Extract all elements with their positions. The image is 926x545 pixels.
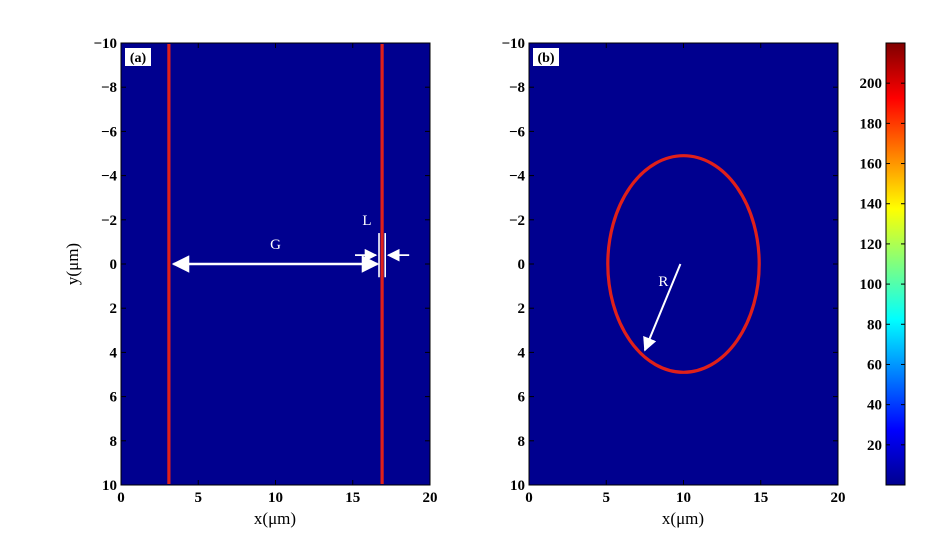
colorbar-tick-label: 120 (860, 237, 883, 253)
panel-a-x-label: x(μm) (254, 509, 296, 528)
y-tick-label: 6 (518, 390, 526, 406)
y-tick-label: −4 (509, 169, 526, 185)
width-label: L (362, 213, 371, 229)
panel-b-features (606, 154, 761, 374)
x-tick-label: 15 (753, 490, 768, 506)
colorbar-tick-label: 180 (860, 116, 883, 132)
radius-arrow (643, 263, 682, 352)
panel-b-tag-box (533, 48, 559, 66)
panel-a-tag-box (125, 48, 151, 66)
panel-b-x-label: x(μm) (662, 509, 704, 528)
y-tick-label: −8 (509, 80, 525, 96)
colorbar-tick-label: 80 (867, 317, 882, 333)
panel-b-annotations: R (643, 263, 682, 352)
y-tick-label: 2 (110, 301, 118, 317)
gap-label: G (270, 237, 281, 253)
panel-a-features (167, 44, 384, 484)
x-tick-label: 5 (195, 490, 203, 506)
y-tick-label: −2 (101, 213, 117, 229)
x-tick-label: 10 (676, 490, 691, 506)
x-tick-label: 0 (117, 490, 125, 506)
x-tick-label: 15 (345, 490, 360, 506)
y-tick-label: 10 (102, 478, 117, 494)
panel-b-x-ticks: 0 5 10 15 20 (525, 43, 846, 506)
panel-a-x-ticks: 0 5 10 15 20 (117, 43, 438, 506)
panel-b-y-ticks: −10 −8 −6 −4 −2 0 2 4 6 8 10 (501, 36, 838, 494)
colorbar-tick-label: 20 (867, 438, 882, 454)
panel-a-annotations: GL (171, 213, 410, 278)
y-tick-label: 4 (518, 345, 526, 361)
colorbar-tick-label: 160 (860, 157, 883, 173)
panel-b-plot-area (528, 42, 839, 486)
y-tick-label: 0 (110, 257, 118, 273)
y-tick-label: 10 (510, 478, 525, 494)
y-tick-label: −10 (93, 36, 117, 52)
x-tick-label: 0 (525, 490, 533, 506)
panel-a-y-label: y(μm) (63, 243, 82, 285)
x-tick-label: 5 (603, 490, 611, 506)
y-tick-label: 4 (110, 345, 118, 361)
colorbar-tick-label: 140 (860, 197, 883, 213)
y-tick-label: −6 (101, 124, 118, 140)
y-tick-label: 8 (518, 434, 526, 450)
y-tick-label: 0 (518, 257, 526, 273)
y-tick-label: −4 (101, 169, 118, 185)
colorbar-gradient (885, 42, 906, 486)
radius-label: R (658, 274, 668, 290)
y-tick-label: −8 (101, 80, 117, 96)
x-tick-label: 20 (423, 490, 438, 506)
panel-a-tag: (a) (130, 51, 147, 66)
y-tick-label: 2 (518, 301, 526, 317)
ring-feature (606, 154, 761, 374)
panel-b: R 0 5 10 15 20 −10 −8 −6 −4 −2 0 2 4 6 8 10 (b) x(μm) (501, 36, 845, 528)
y-tick-label: −6 (509, 124, 526, 140)
x-tick-label: 10 (268, 490, 283, 506)
y-tick-label: 8 (110, 434, 118, 450)
y-tick-label: −10 (501, 36, 525, 52)
colorbar-tick-label: 60 (867, 357, 882, 373)
colorbar-tick-label: 100 (860, 277, 883, 293)
y-tick-label: 6 (110, 390, 118, 406)
panel-a-y-ticks: −10 −8 −6 −4 −2 0 2 4 6 8 10 (93, 36, 430, 494)
colorbar: 20 40 60 80 100 120 140 160 180 200 (860, 42, 906, 486)
colorbar-tick-label: 40 (867, 398, 882, 414)
y-tick-label: −2 (509, 213, 525, 229)
colorbar-tick-label: 200 (860, 76, 883, 92)
panel-b-tag: (b) (537, 51, 554, 66)
colorbar-ticks: 20 40 60 80 100 120 140 160 180 200 (860, 76, 905, 454)
x-tick-label: 20 (831, 490, 846, 506)
